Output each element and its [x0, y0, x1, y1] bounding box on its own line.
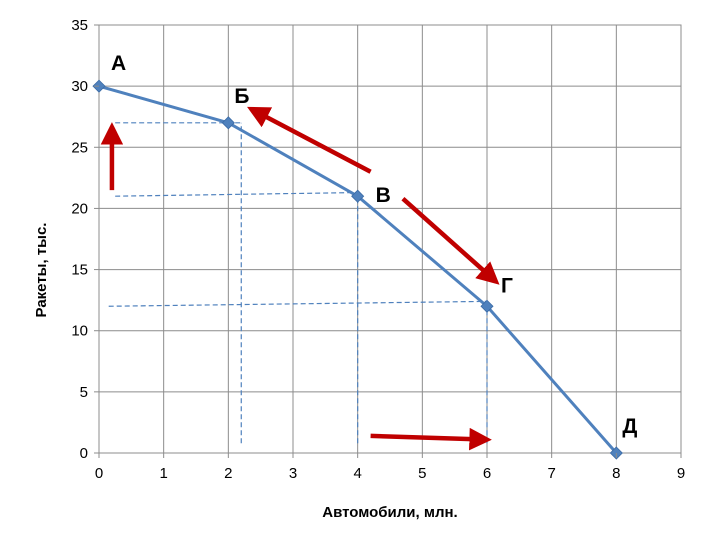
y-axis-title: Ракеты, тыс. — [33, 223, 50, 318]
point-labels: А Б В Г Д — [111, 52, 637, 438]
dashed-guides — [108, 122, 488, 444]
x-tick-label-1: 1 — [159, 465, 167, 482]
annotation-arrow-1 — [247, 106, 372, 174]
x-tick-label-2: 2 — [224, 465, 232, 482]
x-tick-label-9: 9 — [677, 465, 685, 482]
x-tick-label-4: 4 — [353, 465, 361, 482]
y-tick-label-6: 30 — [71, 78, 88, 95]
point-label-4: Д — [622, 415, 637, 438]
point-label-0: А — [111, 52, 126, 75]
y-tick-label-4: 20 — [71, 200, 88, 217]
x-tick-label-8: 8 — [612, 465, 620, 482]
y-tick-label-5: 25 — [71, 139, 88, 156]
plot-frame — [98, 24, 682, 454]
x-tick-label-3: 3 — [289, 465, 297, 482]
x-tick-label-7: 7 — [547, 465, 555, 482]
y-tick-label-3: 15 — [71, 262, 88, 279]
x-tick-label-0: 0 — [95, 465, 103, 482]
annotation-arrow-3 — [370, 427, 492, 451]
y-tick-label-7: 35 — [71, 17, 88, 34]
point-label-1: Б — [234, 85, 249, 108]
y-tick-labels: 0 5 10 15 20 25 30 35 — [71, 17, 99, 462]
annotation-arrow-2 — [401, 196, 500, 285]
point-label-3: Г — [501, 274, 513, 297]
data-point-1 — [221, 116, 235, 130]
x-tick-label-5: 5 — [418, 465, 426, 482]
series-curve — [92, 79, 623, 460]
data-point-3 — [480, 299, 494, 313]
y-tick-label-0: 0 — [80, 445, 88, 462]
dashed-guide-2 — [108, 300, 488, 307]
y-tick-label-1: 5 — [80, 384, 88, 401]
grid — [98, 24, 682, 454]
x-axis-title: Автомобили, млн. — [322, 504, 457, 521]
point-label-2: В — [376, 184, 391, 207]
y-tick-label-2: 10 — [71, 323, 88, 340]
data-point-2 — [351, 189, 365, 203]
x-tick-labels: 0 1 2 3 4 5 6 7 8 9 — [95, 453, 685, 482]
dashed-guide-1 — [115, 191, 358, 197]
x-tick-label-6: 6 — [483, 465, 491, 482]
annotation-arrows — [100, 106, 500, 451]
plot-border — [98, 24, 682, 454]
